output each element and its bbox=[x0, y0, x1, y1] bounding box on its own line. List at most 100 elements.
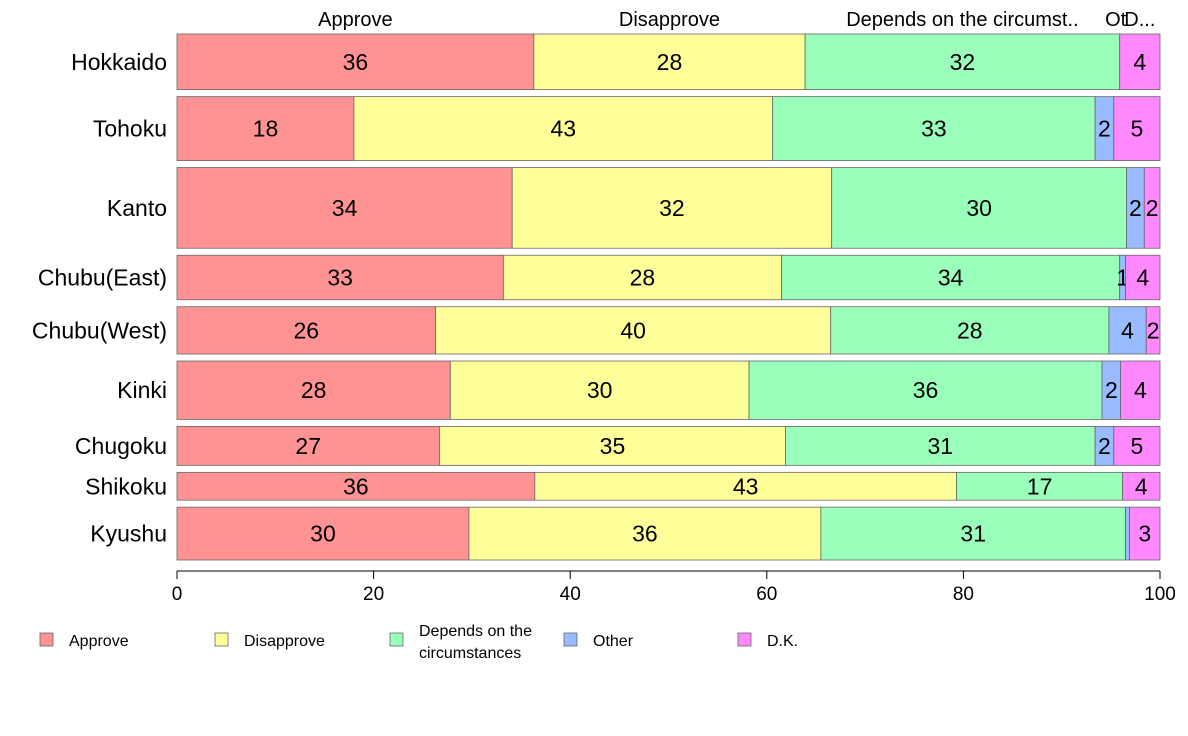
bar-segment-d-k bbox=[1120, 360, 1161, 420]
bar-segment-disapprove bbox=[353, 96, 774, 161]
data-label: 43 bbox=[733, 473, 759, 499]
data-label: 2 bbox=[1098, 433, 1111, 459]
legend-swatch bbox=[39, 632, 54, 647]
bar-segment-d-k bbox=[1119, 33, 1161, 91]
data-label: 31 bbox=[928, 433, 954, 459]
bar-segment-depends-on-the-circumstances bbox=[772, 96, 1096, 161]
bar-row-hokkaido: Hokkaido 36 28 32 4 bbox=[71, 33, 1161, 91]
data-label: 40 bbox=[620, 317, 646, 343]
bar-segment-approve bbox=[176, 360, 451, 420]
bar-segment-d-k bbox=[1113, 96, 1161, 161]
data-label: 2 bbox=[1098, 116, 1111, 142]
data-label: 32 bbox=[950, 49, 976, 75]
bar-segment-approve bbox=[176, 306, 436, 355]
x-tick-label: 100 bbox=[1144, 584, 1176, 605]
data-label: 4 bbox=[1135, 473, 1148, 499]
data-label: 17 bbox=[1027, 473, 1053, 499]
category-label: Hokkaido bbox=[71, 49, 167, 75]
legend-swatch bbox=[563, 632, 578, 647]
data-label: 4 bbox=[1134, 377, 1147, 403]
data-label: 4 bbox=[1121, 317, 1134, 343]
data-label: 34 bbox=[332, 195, 358, 221]
x-axis: 0 20 40 60 80 100 bbox=[172, 570, 1176, 605]
data-label: 33 bbox=[921, 116, 947, 142]
data-label: 28 bbox=[630, 264, 656, 290]
data-label: 35 bbox=[600, 433, 626, 459]
category-label: Chugoku bbox=[75, 433, 167, 459]
legend-item-approve: Approve bbox=[39, 632, 129, 650]
bar-segment-approve bbox=[176, 506, 470, 561]
data-label: 31 bbox=[960, 521, 986, 547]
bar-segment-approve bbox=[176, 254, 504, 301]
bar-row-chubu-east: Chubu(East) 33 28 34 1 4 bbox=[38, 254, 1161, 301]
column-header: Ot bbox=[1105, 9, 1127, 31]
data-label: 30 bbox=[587, 377, 613, 403]
legend-item-other: Other bbox=[563, 632, 634, 650]
column-header: Approve bbox=[318, 9, 393, 31]
data-label: 5 bbox=[1131, 433, 1144, 459]
data-label: 36 bbox=[632, 521, 658, 547]
category-label: Shikoku bbox=[85, 473, 167, 499]
bar-segment-disapprove bbox=[439, 426, 786, 466]
legend: Approve Disapprove Depends on the circumsta… bbox=[39, 623, 798, 662]
x-tick-label: 20 bbox=[363, 584, 384, 605]
data-label: 36 bbox=[343, 49, 369, 75]
data-label: 30 bbox=[310, 521, 336, 547]
data-label: 2 bbox=[1129, 195, 1142, 221]
data-label: 36 bbox=[913, 377, 939, 403]
data-label: 2 bbox=[1147, 317, 1160, 343]
category-label: Kyushu bbox=[90, 521, 167, 547]
column-header: Disapprove bbox=[619, 9, 720, 31]
bar-segment-approve bbox=[176, 96, 355, 161]
data-label: 28 bbox=[301, 377, 327, 403]
data-label: 2 bbox=[1146, 195, 1159, 221]
category-label: Kinki bbox=[117, 377, 167, 403]
bar-segment-d-k bbox=[1145, 306, 1161, 355]
x-tick-label: 80 bbox=[953, 584, 974, 605]
data-label: 43 bbox=[551, 116, 577, 142]
bar-segment-d-k bbox=[1122, 471, 1161, 501]
bar-segment-d-k bbox=[1125, 254, 1161, 301]
column-header: D... bbox=[1124, 9, 1155, 31]
bar-segment-depends-on-the-circumstances bbox=[748, 360, 1103, 420]
legend-label: circumstances bbox=[419, 645, 521, 662]
category-label: Tohoku bbox=[93, 116, 167, 142]
bar-segment-depends-on-the-circumstances bbox=[956, 471, 1124, 501]
bar-row-chugoku: Chugoku 27 35 31 2 5 bbox=[75, 426, 1161, 466]
legend-label: Disapprove bbox=[244, 633, 325, 650]
bar-segment-d-k bbox=[1143, 167, 1161, 249]
data-label: 4 bbox=[1136, 264, 1149, 290]
legend-swatch bbox=[389, 632, 404, 647]
data-label: 28 bbox=[657, 49, 683, 75]
data-label: 5 bbox=[1131, 116, 1144, 142]
bar-segment-disapprove bbox=[511, 167, 833, 249]
column-header: Depends on the circumst.. bbox=[846, 9, 1078, 31]
bar-segment-disapprove bbox=[502, 254, 782, 301]
x-tick-label: 60 bbox=[756, 584, 777, 605]
legend-label: Depends on the bbox=[419, 623, 532, 640]
bar-segment-disapprove bbox=[435, 306, 832, 355]
legend-item-disapprove: Disapprove bbox=[214, 632, 325, 650]
data-label: 18 bbox=[253, 116, 279, 142]
bar-row-kyushu: Kyushu 30 36 31 3 bbox=[90, 506, 1161, 561]
data-label: 33 bbox=[327, 264, 353, 290]
data-label: 3 bbox=[1138, 521, 1151, 547]
legend-label: Other bbox=[593, 633, 634, 650]
data-label: 34 bbox=[938, 264, 964, 290]
bar-segment-disapprove bbox=[468, 506, 822, 561]
bar-row-tohoku: Tohoku 18 43 33 2 5 bbox=[93, 96, 1161, 161]
bar-row-shikoku: Shikoku 36 43 17 4 bbox=[85, 471, 1161, 501]
data-label: 32 bbox=[659, 195, 685, 221]
category-label: Chubu(West) bbox=[32, 317, 167, 343]
data-label: 36 bbox=[343, 473, 369, 499]
legend-swatch bbox=[737, 632, 752, 647]
data-label: 26 bbox=[293, 317, 319, 343]
data-label: 27 bbox=[295, 433, 321, 459]
bar-segment-disapprove bbox=[533, 33, 806, 91]
bar-segment-d-k bbox=[1129, 506, 1161, 561]
data-label: 30 bbox=[966, 195, 992, 221]
data-label: 2 bbox=[1105, 377, 1118, 403]
legend-item-depends-on-the-circumstances: Depends on the circumstances bbox=[389, 623, 532, 662]
bar-segment-depends-on-the-circumstances bbox=[820, 506, 1126, 561]
